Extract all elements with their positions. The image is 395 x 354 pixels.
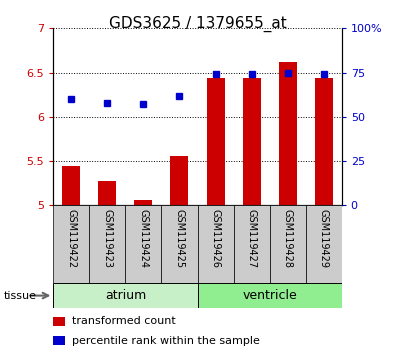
Bar: [53, 316, 65, 326]
Text: GSM119422: GSM119422: [66, 209, 76, 268]
Bar: [126, 205, 162, 283]
Bar: [207, 78, 224, 205]
Text: GSM119427: GSM119427: [246, 209, 257, 268]
Text: transformed count: transformed count: [72, 316, 176, 326]
Bar: [315, 78, 333, 205]
Bar: [134, 200, 152, 205]
Bar: [198, 283, 342, 308]
Text: GSM119429: GSM119429: [319, 209, 329, 268]
Text: percentile rank within the sample: percentile rank within the sample: [72, 336, 260, 346]
Text: GSM119423: GSM119423: [102, 209, 113, 268]
Bar: [278, 62, 297, 205]
Text: ventricle: ventricle: [242, 289, 297, 302]
Bar: [62, 166, 80, 205]
Text: GSM119424: GSM119424: [138, 209, 149, 268]
Bar: [53, 336, 65, 346]
Bar: [171, 156, 188, 205]
Bar: [89, 205, 126, 283]
Bar: [233, 205, 269, 283]
Text: GSM119428: GSM119428: [282, 209, 293, 268]
Text: GSM119425: GSM119425: [175, 209, 184, 268]
Text: tissue: tissue: [4, 291, 37, 301]
Bar: [162, 205, 198, 283]
Text: GSM119426: GSM119426: [211, 209, 220, 268]
Bar: [53, 205, 89, 283]
Text: GDS3625 / 1379655_at: GDS3625 / 1379655_at: [109, 16, 286, 32]
Bar: [53, 283, 198, 308]
Bar: [270, 205, 306, 283]
Bar: [306, 205, 342, 283]
Bar: [198, 205, 233, 283]
Bar: [98, 182, 117, 205]
Text: atrium: atrium: [105, 289, 146, 302]
Bar: [243, 78, 261, 205]
